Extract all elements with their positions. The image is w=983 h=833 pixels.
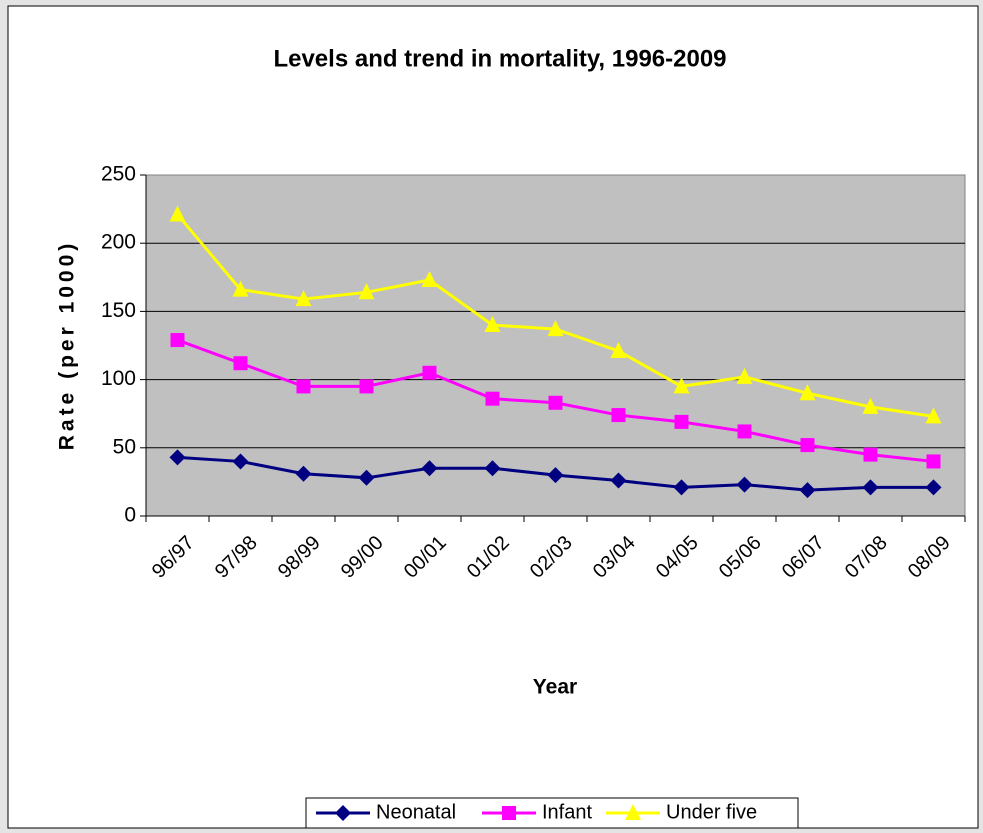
y-tick-label: 100 (101, 367, 136, 390)
data-point (674, 414, 689, 429)
data-point (862, 397, 879, 414)
data-point (295, 465, 312, 482)
data-point (611, 408, 626, 423)
data-point (296, 379, 311, 394)
y-tick-label: 50 (113, 435, 136, 458)
y-axis-title: Rate (per 1000) (56, 240, 79, 451)
data-point (736, 476, 753, 493)
data-point (800, 438, 815, 453)
chart-title: Levels and trend in mortality, 1996-2009 (273, 45, 726, 72)
data-point (799, 482, 816, 499)
legend-label: Under five (666, 801, 757, 823)
y-tick-label: 0 (124, 504, 136, 527)
data-point (421, 460, 438, 477)
data-point (799, 384, 816, 401)
data-point (169, 449, 186, 466)
data-point (863, 447, 878, 462)
data-point (358, 283, 375, 300)
data-point (359, 379, 374, 394)
data-point (736, 367, 753, 384)
legend-box (305, 797, 799, 829)
legend-marker (502, 806, 516, 820)
data-point (862, 479, 879, 496)
data-point (737, 424, 752, 439)
data-point (484, 316, 501, 333)
data-point (610, 341, 627, 358)
y-tick-label: 250 (101, 163, 136, 186)
x-axis-title: Year (533, 676, 577, 699)
data-point (422, 365, 437, 380)
data-point (548, 395, 563, 410)
legend-marker (625, 804, 641, 820)
data-point (485, 391, 500, 406)
data-point (295, 290, 312, 307)
data-point (673, 479, 690, 496)
data-point (484, 460, 501, 477)
data-point (926, 454, 941, 469)
data-point (232, 453, 249, 470)
y-tick-label: 200 (101, 231, 136, 254)
plot-area (145, 174, 966, 517)
data-point (673, 377, 690, 394)
legend-label: Infant (542, 801, 592, 823)
data-point (170, 333, 185, 348)
y-tick-label: 150 (101, 299, 136, 322)
data-point (547, 467, 564, 484)
data-point (169, 205, 186, 222)
data-point (233, 356, 248, 371)
data-point (610, 472, 627, 489)
data-point (358, 469, 375, 486)
data-point (421, 271, 438, 288)
data-point (925, 479, 942, 496)
data-point (925, 407, 942, 424)
data-point (232, 280, 249, 297)
legend-marker (335, 805, 351, 821)
data-point (547, 320, 564, 337)
legend-label: Neonatal (376, 801, 456, 823)
